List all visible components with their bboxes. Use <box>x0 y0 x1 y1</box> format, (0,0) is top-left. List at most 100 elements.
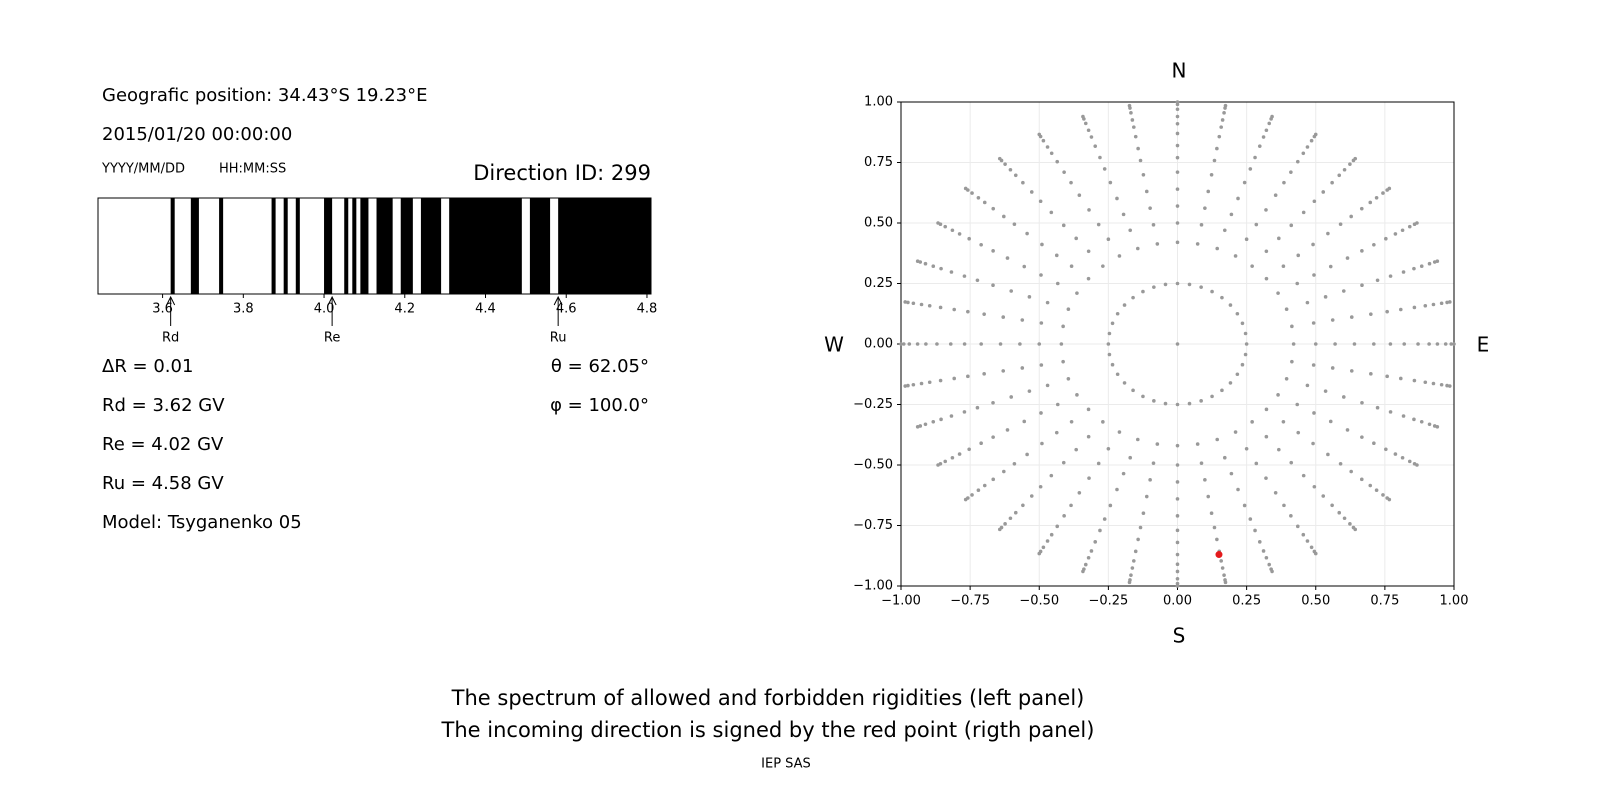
direction-point <box>1222 573 1226 577</box>
direction-point <box>1081 569 1085 574</box>
direction-point <box>1061 460 1066 465</box>
direction-point <box>1175 497 1180 501</box>
direction-point <box>1341 289 1346 293</box>
direction-point <box>1075 393 1079 397</box>
direction-point <box>1055 159 1060 164</box>
direction-point <box>1115 196 1119 201</box>
direction-point <box>1106 446 1111 451</box>
direction-point <box>1388 410 1393 414</box>
direction-point <box>1330 318 1335 322</box>
direction-point <box>1233 254 1238 258</box>
direction-point <box>1005 256 1010 260</box>
direction-point <box>982 312 986 316</box>
direction-point <box>1075 291 1079 295</box>
direction-point <box>1427 342 1431 346</box>
direction-point <box>1098 155 1102 160</box>
forbidden-band <box>360 198 369 294</box>
direction-point <box>1443 342 1448 346</box>
direction-point <box>901 342 906 346</box>
direction-point <box>1132 125 1136 129</box>
direction-point <box>1295 159 1300 164</box>
info-text: φ = 100.0° <box>550 395 649 416</box>
direction-point <box>1069 264 1074 269</box>
direction-point <box>1020 318 1025 322</box>
direction-point <box>1385 309 1389 314</box>
direction-point <box>1045 300 1050 305</box>
direction-point <box>1074 236 1078 241</box>
direction-point <box>1372 441 1376 446</box>
marker-arrowhead <box>166 295 176 306</box>
direction-point <box>1066 307 1071 312</box>
selected-point <box>1215 551 1223 559</box>
direction-point <box>979 342 983 346</box>
direction-point <box>1199 223 1204 227</box>
direction-point <box>1385 374 1389 379</box>
direction-point <box>1087 476 1091 480</box>
direction-point <box>1175 143 1180 148</box>
direction-point <box>1040 441 1044 446</box>
direction-point <box>1349 214 1353 219</box>
direction-point <box>1175 114 1180 119</box>
direction-point <box>1431 302 1436 307</box>
direction-point <box>1264 476 1268 480</box>
forbidden-band <box>420 198 442 294</box>
direction-point <box>966 374 970 379</box>
direction-point <box>1012 461 1017 466</box>
time-format: HH:MM:SS <box>219 162 286 177</box>
direction-point <box>1107 331 1112 336</box>
direction-point <box>1175 443 1180 448</box>
x-tick-label: −0.75 <box>950 594 990 609</box>
direction-point <box>979 441 983 446</box>
direction-point <box>1439 301 1444 306</box>
direction-point <box>1323 295 1328 299</box>
direction-point <box>1041 138 1046 143</box>
x-tick-label: 0.25 <box>1232 594 1261 609</box>
direction-point <box>1243 331 1248 336</box>
direction-point <box>906 300 910 305</box>
direction-point <box>1305 145 1310 149</box>
direction-point <box>1005 428 1010 432</box>
direction-point <box>1001 369 1006 373</box>
direction-point <box>1309 138 1314 143</box>
direction-point <box>991 477 996 482</box>
direction-point <box>1108 180 1113 185</box>
direction-point <box>1175 281 1180 286</box>
credit: IEP SAS <box>761 757 811 772</box>
x-tick-label: −1.00 <box>881 594 921 609</box>
direction-point <box>1069 180 1073 185</box>
direction-point <box>1009 395 1014 399</box>
direction-point <box>1021 180 1025 185</box>
direction-point <box>1175 187 1180 191</box>
direction-point <box>1087 208 1091 212</box>
direction-point <box>1102 167 1107 171</box>
direction-point <box>911 382 916 387</box>
direction-point <box>1447 300 1452 304</box>
direction-point <box>1412 305 1417 310</box>
direction-point <box>1415 463 1419 467</box>
direction-point <box>1312 411 1316 415</box>
direction-point <box>991 400 995 405</box>
direction-point <box>1122 381 1127 385</box>
direction-point <box>1141 289 1145 294</box>
forbidden-band <box>170 198 175 294</box>
y-tick-label: −1.00 <box>853 579 893 594</box>
direction-point <box>1407 224 1412 229</box>
direction-point <box>962 342 967 346</box>
direction-point <box>1372 342 1376 346</box>
direction-point <box>1148 478 1152 482</box>
direction-point <box>950 228 955 233</box>
direction-point <box>1037 551 1042 556</box>
direction-point <box>1077 193 1082 197</box>
direction-point <box>915 259 920 264</box>
direction-point <box>1291 342 1296 346</box>
direction-point <box>1222 455 1227 460</box>
direction-point <box>1061 359 1065 364</box>
direction-point <box>1049 473 1054 478</box>
direction-point <box>1305 383 1310 388</box>
direction-point <box>1345 428 1350 432</box>
direction-point <box>963 497 968 502</box>
direction-point <box>1217 134 1222 139</box>
direction-point <box>1077 491 1082 495</box>
direction-point <box>1282 503 1286 508</box>
info-text: ΔR = 0.01 <box>102 356 193 377</box>
